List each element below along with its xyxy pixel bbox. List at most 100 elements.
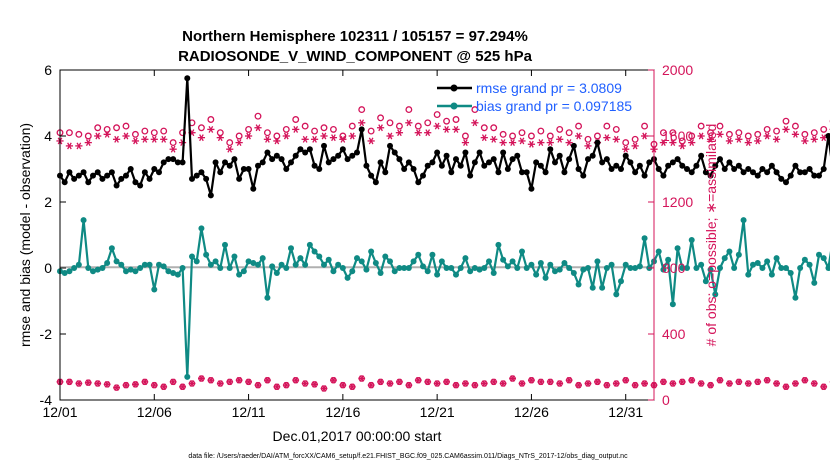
obs-low-assimilated-point-stroke <box>359 375 364 382</box>
obs-low-assimilated-point <box>452 381 460 389</box>
y-left-tick-label: 0 <box>44 260 52 276</box>
obs-assimilated-point-stroke <box>642 132 647 140</box>
obs-assimilated-point <box>725 137 734 145</box>
bias-point <box>99 265 106 271</box>
obs-low-assimilated-point-stroke <box>312 381 317 388</box>
obs-low-assimilated-point <box>688 376 696 384</box>
obs-assimilated-point-stroke <box>491 135 497 143</box>
bias-point <box>297 255 304 262</box>
obs-possible-point <box>245 125 253 133</box>
bias-point <box>94 266 101 273</box>
obs-low-assimilated-point-stroke <box>189 380 195 387</box>
rmse-point <box>250 185 257 192</box>
bias-point <box>222 241 228 248</box>
obs-possible-point <box>433 111 441 118</box>
rmse-point <box>146 175 153 182</box>
bias-point <box>349 268 356 275</box>
obs-low-assimilated-point <box>594 378 601 386</box>
bias-point <box>311 248 318 255</box>
obs-assimilated-point-stroke <box>359 119 365 127</box>
chart-title-line1: Northern Hemisphere 102311 / 105157 = 97… <box>182 28 528 45</box>
rmse-point <box>731 166 738 172</box>
bias-point <box>797 265 804 271</box>
obs-assimilated-point-stroke <box>698 132 704 140</box>
rmse-point <box>792 162 799 169</box>
bias-point <box>344 274 351 281</box>
obs-low-assimilated-point <box>678 378 686 386</box>
rmse-point <box>193 172 200 179</box>
bias-point <box>207 261 214 268</box>
y-left-tick-label: -2 <box>40 326 53 342</box>
obs-assimilated-point-stroke <box>661 139 666 147</box>
bias-point <box>151 286 158 293</box>
rmse-point <box>141 169 148 176</box>
obs-low-assimilated-point <box>792 380 799 387</box>
bias-point <box>170 269 177 276</box>
bias-point <box>405 265 412 271</box>
obs-assimilated-point-stroke <box>170 145 176 153</box>
rmse-point <box>603 156 610 163</box>
y-right-tick-label: 800 <box>662 260 686 276</box>
obs-low-assimilated-point-stroke <box>378 378 383 386</box>
bias-point <box>523 265 530 271</box>
obs-low-assimilated-point <box>122 381 130 389</box>
rmse-point <box>632 169 639 176</box>
obs-assimilated-point-stroke <box>95 132 101 140</box>
rmse-point <box>698 152 705 159</box>
rmse-point <box>797 169 804 176</box>
obs-low-assimilated-point <box>198 375 205 382</box>
bias-point <box>552 268 558 275</box>
obs-assimilated-point <box>735 135 743 143</box>
rmse-point <box>420 172 426 179</box>
obs-possible-point <box>292 116 300 123</box>
obs-low-assimilated-point-stroke <box>397 378 402 386</box>
rmse-point <box>618 166 624 172</box>
obs-possible-point <box>311 127 319 135</box>
rmse-point <box>816 172 822 179</box>
obs-assimilated-point <box>235 139 243 147</box>
obs-assimilated-point-stroke <box>481 134 487 142</box>
obs-low-assimilated-point <box>150 381 158 389</box>
rmse-point <box>509 156 516 163</box>
obs-assimilated-point-stroke <box>529 140 534 148</box>
bias-point <box>363 266 370 273</box>
bias-point <box>613 291 620 298</box>
bias-point <box>438 258 445 265</box>
obs-assimilated-point <box>782 125 790 133</box>
obs-assimilated-point <box>207 125 215 133</box>
rmse-point <box>613 162 620 169</box>
obs-low-assimilated-point-stroke <box>340 381 346 389</box>
rmse-point <box>580 172 587 179</box>
bias-point <box>721 255 728 262</box>
obs-assimilated-point <box>537 139 545 147</box>
obs-assimilated-point-stroke <box>463 139 468 147</box>
bias-point <box>396 265 403 271</box>
obs-possible-point <box>593 132 601 140</box>
rmse-point <box>754 172 761 179</box>
obs-low-assimilated-point <box>565 376 573 384</box>
rmse-point <box>207 192 214 199</box>
rmse-point <box>500 149 507 156</box>
x-tick-label: 12/11 <box>232 404 266 420</box>
obs-assimilated-point-stroke <box>793 130 798 138</box>
obs-low-assimilated-point <box>546 378 554 386</box>
obs-possible-point <box>263 129 271 137</box>
rmse-point <box>801 169 808 176</box>
obs-low-assimilated-point-stroke <box>95 380 100 387</box>
obs-possible-point <box>527 132 535 140</box>
bias-point <box>462 255 469 262</box>
bias-point <box>674 245 681 252</box>
obs-possible-point <box>84 132 92 140</box>
obs-possible-point <box>763 125 771 133</box>
rmse-point <box>113 182 120 189</box>
rmse-point <box>66 169 73 176</box>
obs-low-assimilated-point-stroke <box>86 379 91 386</box>
bias-series <box>57 217 830 380</box>
rmse-point <box>523 169 530 176</box>
bias-point <box>514 265 521 271</box>
bias-point <box>547 261 554 268</box>
rmse-point <box>372 179 379 186</box>
bias-point <box>316 253 323 260</box>
obs-low-assimilated-point-stroke <box>529 376 534 384</box>
obs-assimilated-point <box>461 139 470 147</box>
